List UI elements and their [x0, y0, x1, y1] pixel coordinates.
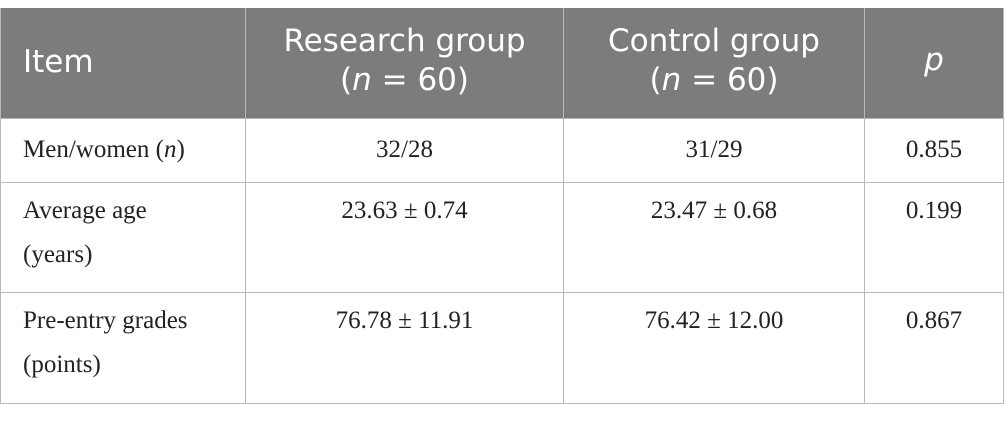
table-row: Men/women (n) 32/28 31/29 0.855: [0, 117, 1004, 183]
row-item-sex: Men/women (n): [0, 117, 246, 183]
header-p-value: p: [864, 8, 1004, 119]
table-header: Item Research group (n = 60) Control gro…: [0, 8, 1004, 119]
row-age-research-value: 23.63 ± 0.74: [245, 181, 564, 293]
header-p-label: p: [924, 42, 944, 79]
header-item: Item: [0, 8, 246, 119]
header-research-group-size: (n = 60): [340, 61, 469, 98]
row-age-p-value: 0.199: [864, 181, 1004, 293]
row-sex-control-value: 31/29: [563, 117, 865, 183]
row-age-control-value: 23.47 ± 0.68: [563, 181, 865, 293]
row-sex-p-value: 0.855: [864, 117, 1004, 183]
header-control-group: Control group (n = 60): [563, 8, 865, 119]
header-control-group-size: (n = 60): [649, 61, 779, 98]
row-sex-research-value: 32/28: [245, 117, 564, 183]
header-research-group-label: Research group: [283, 22, 526, 59]
baseline-characteristics-table: Item Research group (n = 60) Control gro…: [0, 8, 1004, 404]
table-row: Average age (years) 23.63 ± 0.74 23.47 ±…: [0, 181, 1004, 293]
header-control-group-label: Control group: [608, 22, 820, 59]
row-item-age: Average age (years): [0, 181, 246, 293]
row-item-grades: Pre-entry grades (points): [0, 291, 246, 404]
row-grades-control-value: 76.42 ± 12.00: [563, 291, 865, 404]
row-grades-research-value: 76.78 ± 11.91: [245, 291, 564, 404]
header-item-label: Item: [23, 44, 94, 81]
row-grades-p-value: 0.867: [864, 291, 1004, 404]
table-body: Men/women (n) 32/28 31/29 0.855 Average …: [0, 117, 1004, 404]
header-row: Item Research group (n = 60) Control gro…: [0, 8, 1004, 119]
table-row: Pre-entry grades (points) 76.78 ± 11.91 …: [0, 291, 1004, 404]
header-research-group: Research group (n = 60): [245, 8, 564, 119]
